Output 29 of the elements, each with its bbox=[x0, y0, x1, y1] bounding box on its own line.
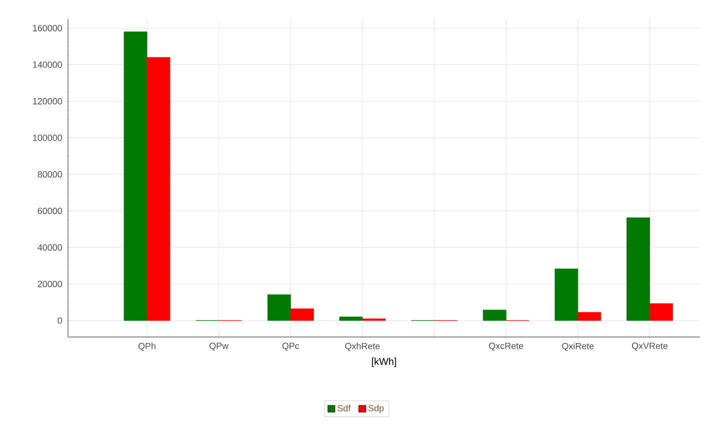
y-tick-label: 120000 bbox=[33, 98, 62, 104]
y-tick-label: 40000 bbox=[38, 244, 62, 251]
bar bbox=[578, 312, 602, 321]
x-tick-label: QPc bbox=[282, 342, 300, 351]
x-tick-label: QxiRete bbox=[562, 342, 594, 351]
x-tick-label: QxVRete bbox=[632, 342, 668, 351]
bar bbox=[146, 57, 170, 321]
bar bbox=[650, 303, 673, 321]
y-tick-label: 140000 bbox=[33, 62, 62, 68]
y-tick-label: 60000 bbox=[38, 208, 62, 214]
bar bbox=[626, 217, 650, 321]
x-axis-title: [kWh] bbox=[372, 358, 396, 367]
y-tick-label: 160000 bbox=[33, 24, 62, 32]
bar bbox=[290, 308, 314, 321]
y-tick-label: 0 bbox=[58, 317, 62, 324]
legend-label: Sdf bbox=[338, 404, 351, 412]
y-tick-label: 100000 bbox=[33, 134, 62, 141]
legend-label: Sdp bbox=[368, 404, 384, 414]
x-tick-label: QxhRete bbox=[345, 342, 380, 351]
x-tick-label: QPh bbox=[138, 342, 156, 351]
y-tick-label: 80000 bbox=[38, 171, 62, 178]
y-tick-label: 20000 bbox=[38, 280, 62, 288]
x-tick-label: QPw bbox=[210, 342, 229, 351]
bar bbox=[339, 316, 363, 321]
x-tick-label: QxcRete bbox=[489, 342, 524, 351]
bar bbox=[124, 32, 148, 321]
bar bbox=[267, 294, 291, 321]
bar bbox=[554, 268, 578, 321]
bar bbox=[482, 310, 506, 321]
